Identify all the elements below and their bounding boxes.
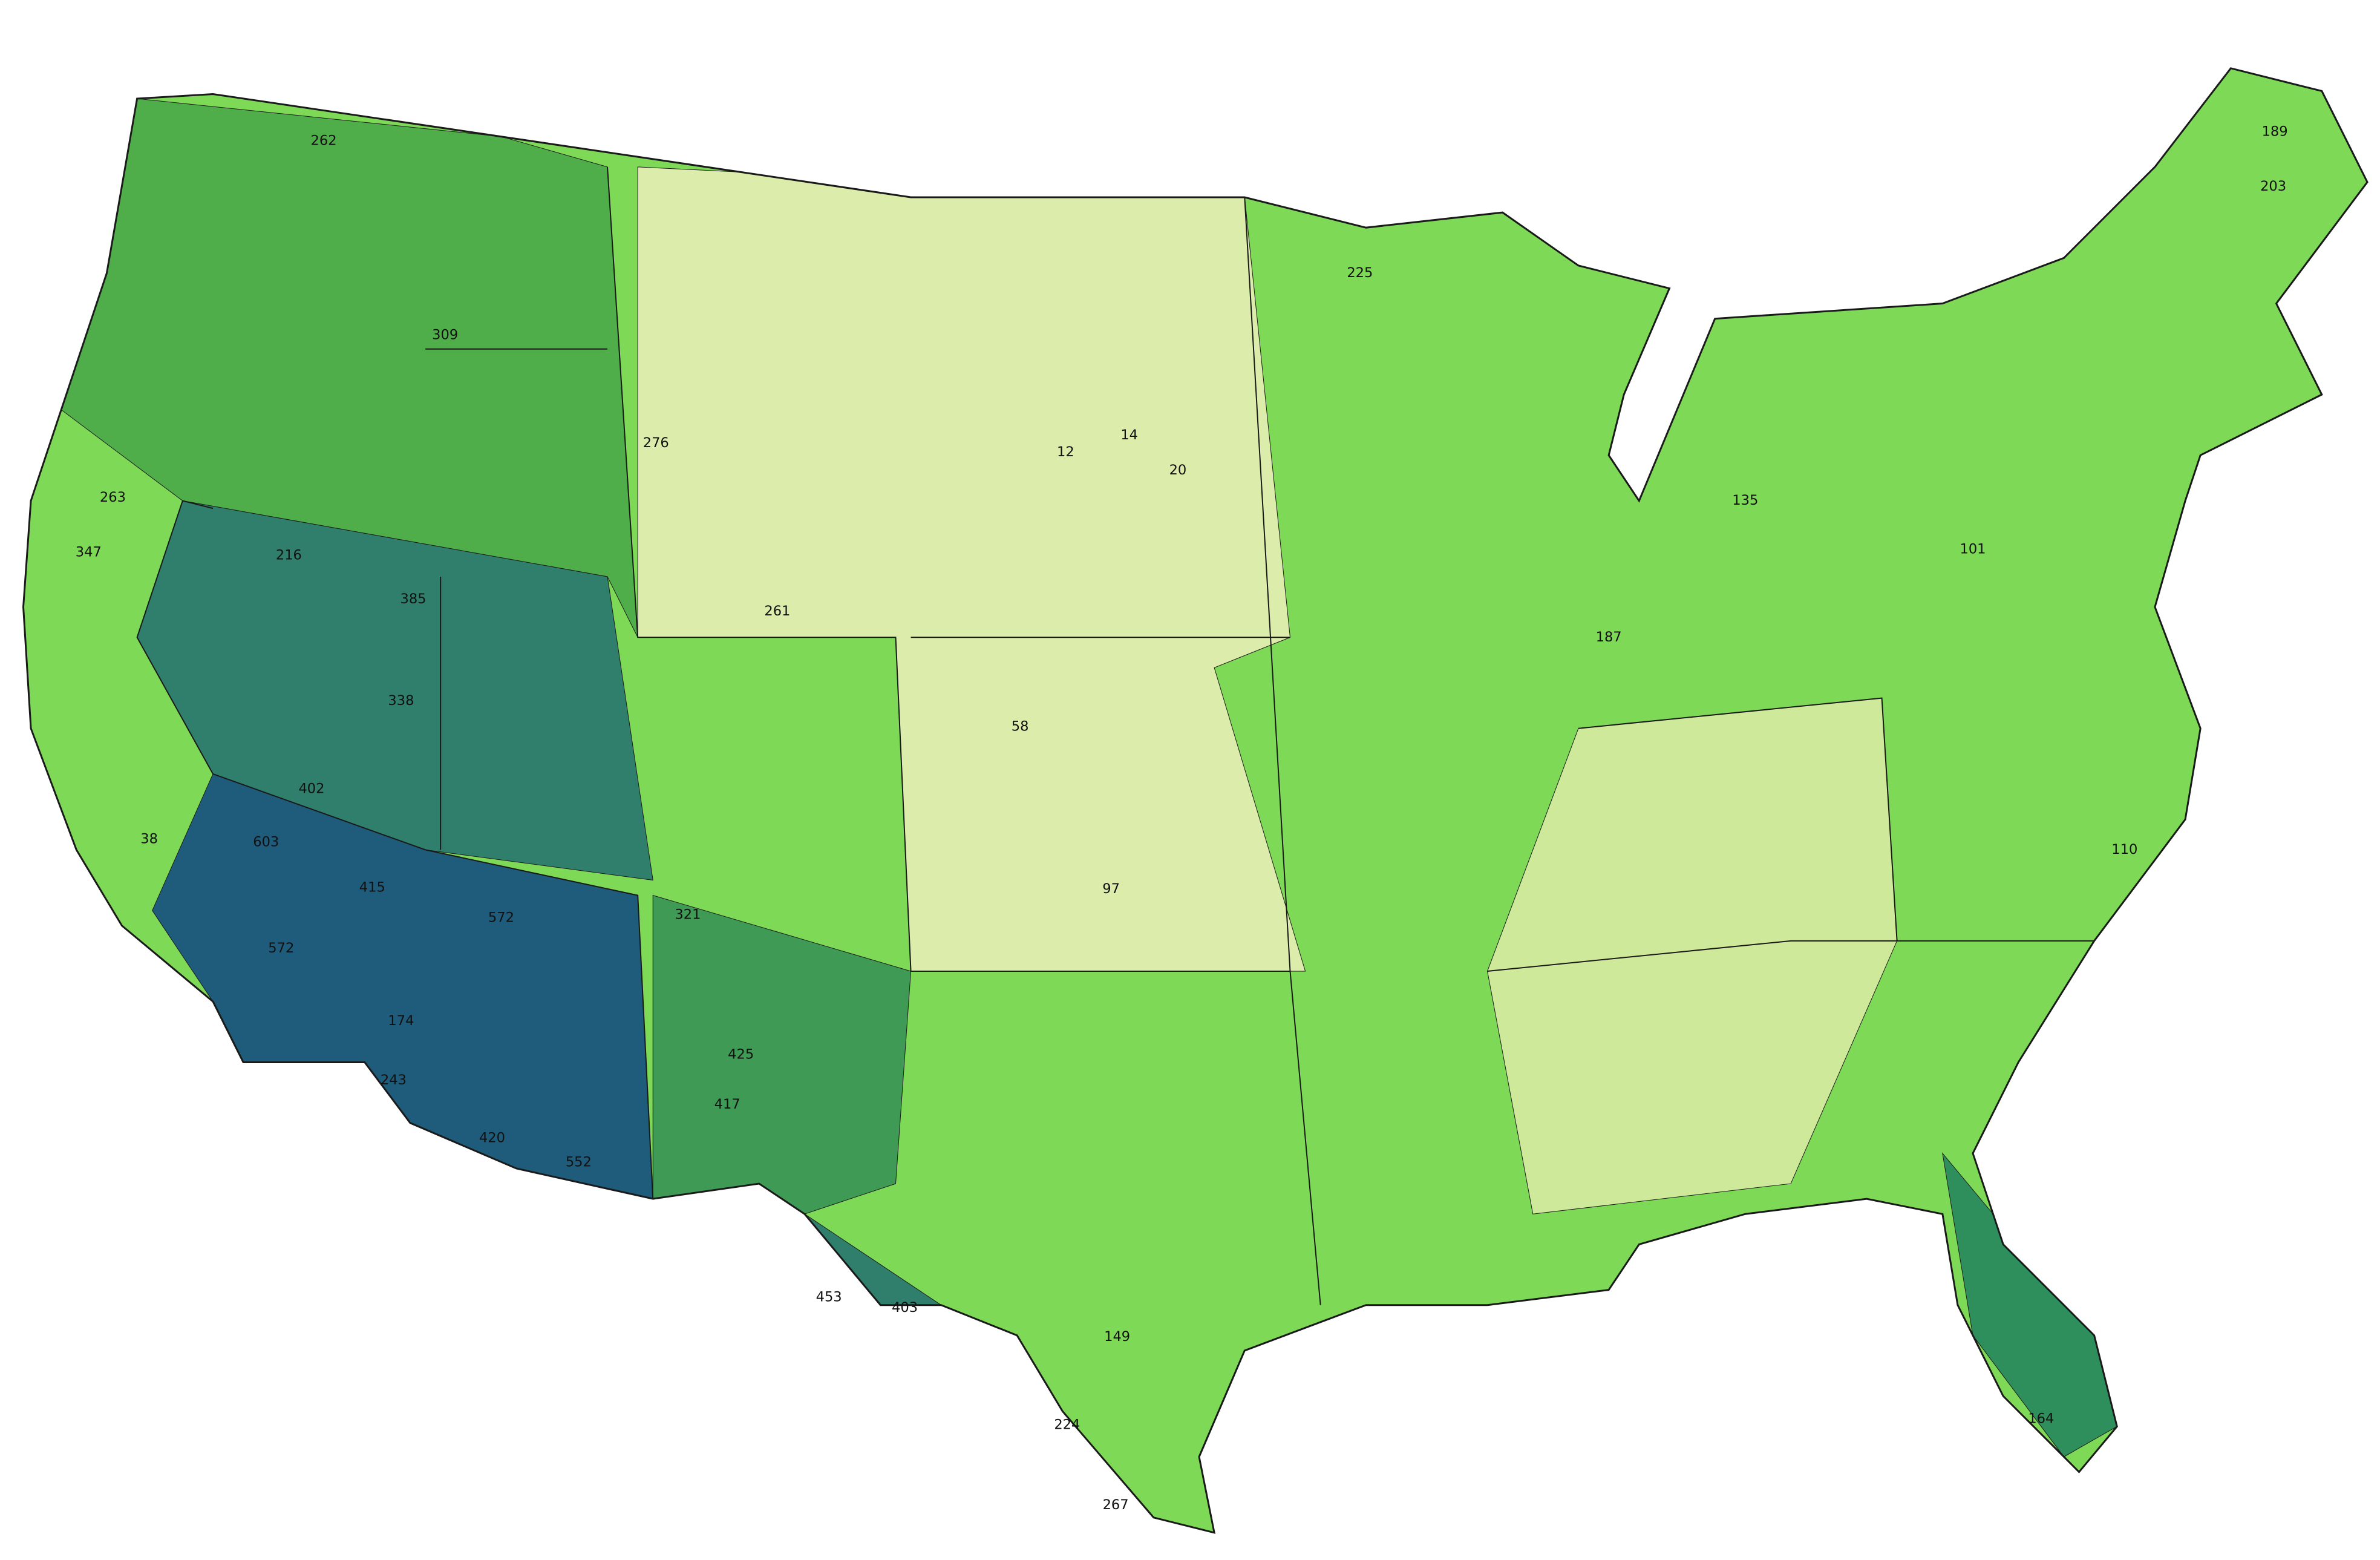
- county-value: 187: [1596, 629, 1622, 645]
- county-value: 420: [479, 1130, 505, 1145]
- county-value: 267: [1103, 1497, 1129, 1513]
- county-value: 110: [2111, 842, 2137, 857]
- county-value: 417: [714, 1096, 740, 1112]
- county-value: 149: [1104, 1329, 1130, 1345]
- state-borders: [136, 166, 2094, 1305]
- county-value: 552: [566, 1154, 592, 1170]
- county-value: 189: [2262, 124, 2288, 140]
- county-value: 135: [1732, 493, 1758, 508]
- county-value: 261: [764, 603, 790, 619]
- county-value: 309: [432, 327, 458, 343]
- state-border: [1487, 940, 2094, 972]
- county-value: 216: [276, 547, 302, 563]
- county-value: 97: [1102, 881, 1120, 897]
- county-value: 453: [816, 1290, 842, 1305]
- county-value: 243: [381, 1072, 407, 1088]
- state-border: [607, 166, 1290, 972]
- county-value: 203: [2260, 179, 2286, 194]
- county-value: 58: [1012, 719, 1029, 735]
- county-value: 572: [488, 910, 514, 926]
- county-value: 385: [400, 591, 426, 607]
- county-value: 164: [2028, 1411, 2054, 1426]
- county-value: 174: [388, 1013, 414, 1029]
- county-value: 321: [675, 907, 701, 923]
- county-value: 603: [253, 834, 279, 850]
- county-value: 425: [728, 1046, 754, 1062]
- county-value: 224: [1054, 1417, 1080, 1432]
- county-value: 347: [76, 544, 102, 560]
- county-value: 38: [140, 831, 158, 847]
- county-value: 225: [1347, 265, 1373, 281]
- state-border: [1578, 697, 1898, 941]
- county-value: 572: [268, 940, 294, 956]
- state-border: [136, 500, 654, 1199]
- county-value: 402: [298, 781, 324, 797]
- county-value: 20: [1169, 462, 1187, 478]
- county-value: 403: [892, 1300, 918, 1316]
- county-value: 263: [100, 490, 126, 505]
- county-value: 101: [1960, 541, 1986, 557]
- county-value: 12: [1057, 444, 1074, 460]
- county-value: 262: [311, 133, 337, 149]
- state-border: [425, 348, 1290, 850]
- county-value: 415: [359, 880, 385, 896]
- state-border: [1244, 197, 1321, 1305]
- county-value: 338: [388, 693, 414, 709]
- regions: [60, 98, 2117, 1458]
- county-value: 276: [643, 435, 669, 451]
- county-labels: 262 309 263 347 216 385 338 276 261 402 603 415 572 5…: [76, 124, 2288, 1513]
- county-value: 14: [1120, 427, 1138, 443]
